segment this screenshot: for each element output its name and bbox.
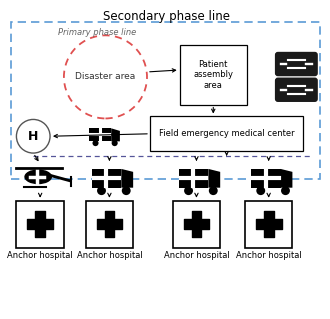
- Polygon shape: [88, 128, 111, 141]
- Text: Anchor hospital: Anchor hospital: [77, 251, 142, 260]
- FancyBboxPatch shape: [86, 201, 133, 248]
- Polygon shape: [121, 169, 133, 188]
- FancyBboxPatch shape: [275, 78, 318, 102]
- Circle shape: [97, 186, 106, 195]
- Text: H: H: [28, 130, 38, 143]
- Text: Anchor hospital: Anchor hospital: [164, 251, 229, 260]
- Text: Disaster area: Disaster area: [75, 72, 136, 81]
- FancyBboxPatch shape: [150, 116, 303, 151]
- FancyBboxPatch shape: [245, 201, 292, 248]
- Polygon shape: [92, 169, 121, 188]
- FancyBboxPatch shape: [16, 201, 64, 248]
- FancyBboxPatch shape: [275, 52, 318, 76]
- Text: Anchor hospital: Anchor hospital: [236, 251, 302, 260]
- Circle shape: [184, 186, 193, 195]
- Circle shape: [92, 140, 99, 146]
- Polygon shape: [280, 169, 292, 188]
- Text: Field emergency medical center: Field emergency medical center: [159, 129, 294, 138]
- Circle shape: [64, 35, 147, 118]
- Circle shape: [112, 140, 118, 146]
- Polygon shape: [251, 169, 280, 188]
- FancyBboxPatch shape: [180, 45, 247, 105]
- Circle shape: [209, 186, 218, 195]
- Text: Patient
assembly
area: Patient assembly area: [193, 60, 233, 90]
- Circle shape: [122, 186, 131, 195]
- Polygon shape: [208, 169, 220, 188]
- Ellipse shape: [24, 169, 52, 184]
- Circle shape: [281, 186, 290, 195]
- Text: Secondary phase line: Secondary phase line: [103, 10, 230, 23]
- Polygon shape: [179, 169, 208, 188]
- Text: Primary phase line: Primary phase line: [58, 28, 136, 37]
- Polygon shape: [111, 128, 120, 141]
- Polygon shape: [50, 174, 72, 183]
- Text: Anchor hospital: Anchor hospital: [7, 251, 73, 260]
- Circle shape: [256, 186, 265, 195]
- Circle shape: [16, 119, 50, 153]
- FancyBboxPatch shape: [173, 201, 220, 248]
